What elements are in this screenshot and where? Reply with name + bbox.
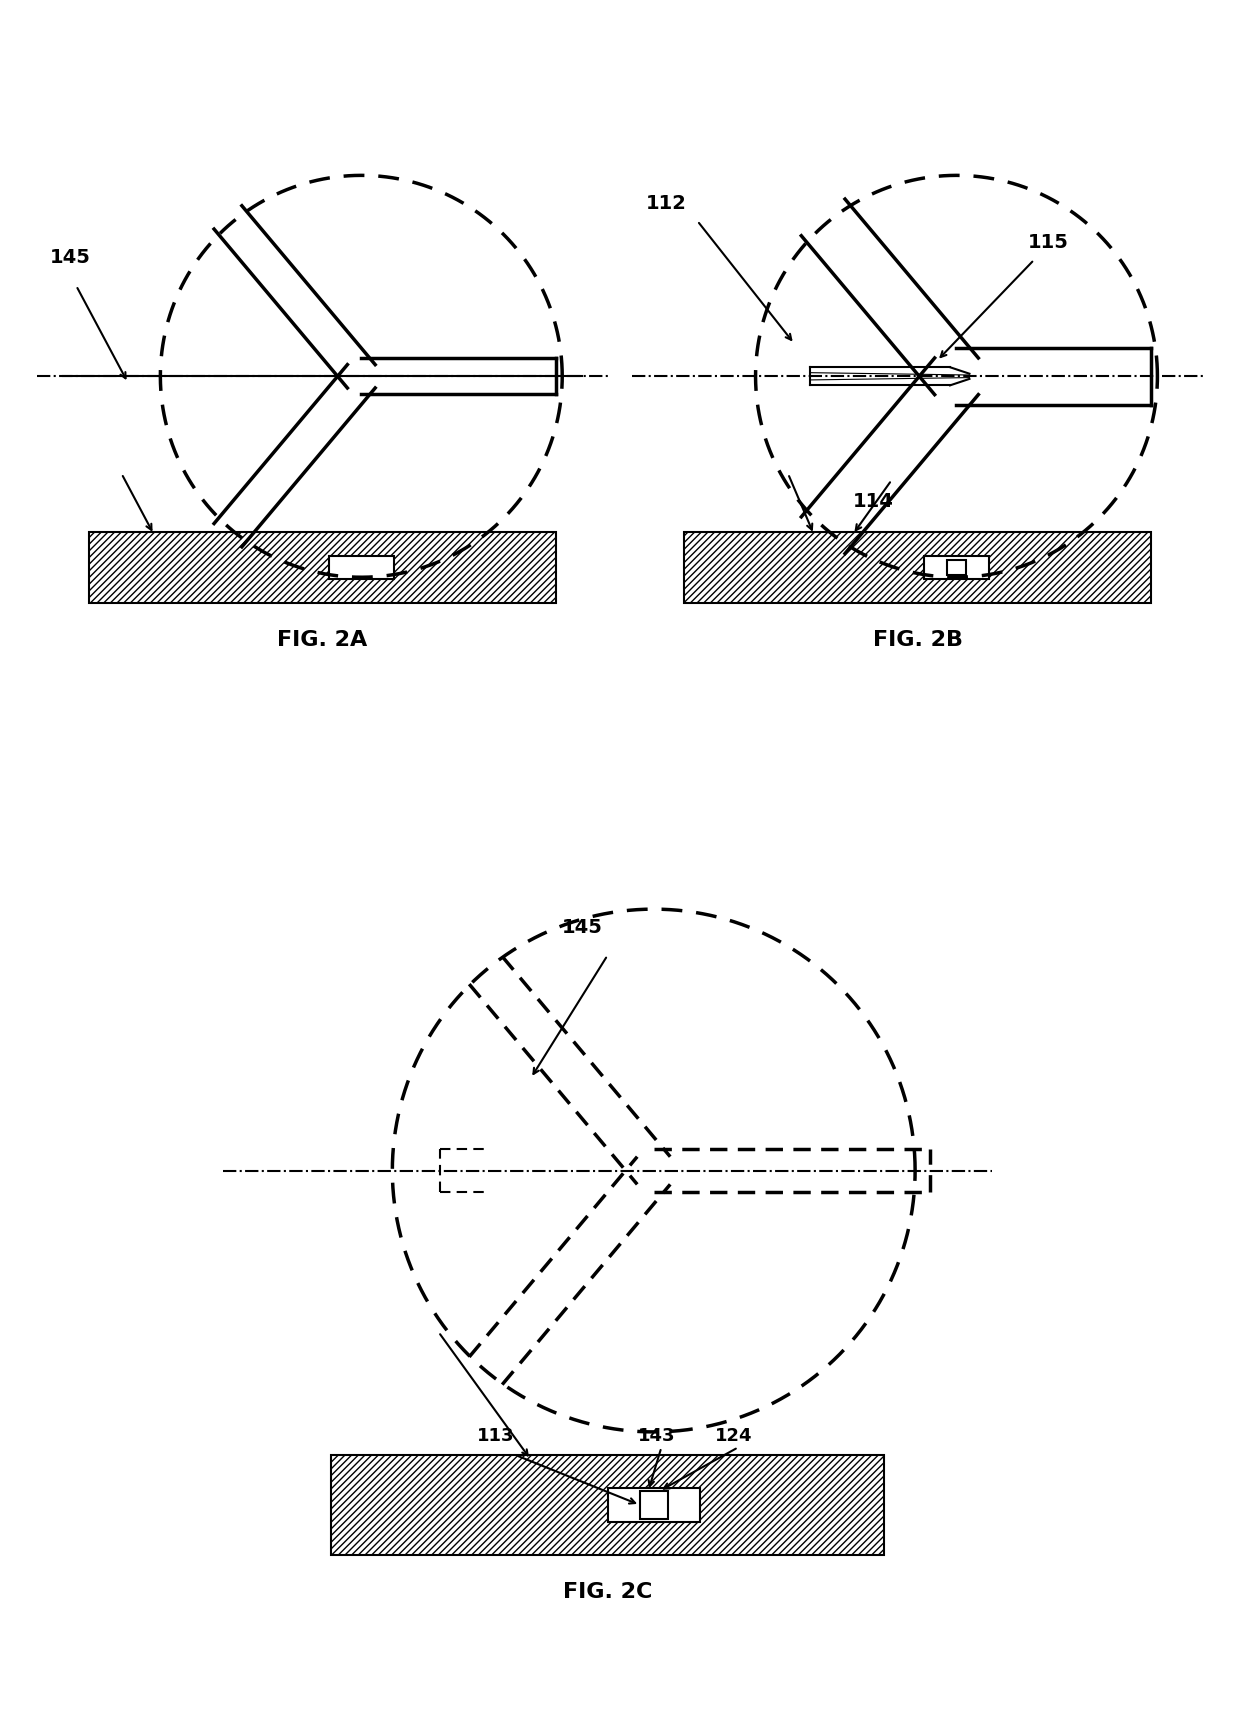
Bar: [924, 557, 988, 579]
Text: 114: 114: [853, 492, 894, 511]
Text: 145: 145: [562, 917, 603, 936]
Text: 145: 145: [50, 249, 91, 267]
Bar: [947, 560, 966, 576]
Bar: [684, 533, 1151, 603]
Text: 115: 115: [1028, 233, 1069, 252]
Bar: [331, 1455, 884, 1555]
Bar: [608, 1488, 699, 1522]
Text: 112: 112: [645, 194, 686, 213]
Text: FIG. 2B: FIG. 2B: [873, 629, 962, 650]
Text: 124: 124: [715, 1426, 753, 1443]
Text: FIG. 2A: FIG. 2A: [278, 629, 367, 650]
Text: 113: 113: [477, 1426, 515, 1443]
Text: FIG. 2C: FIG. 2C: [563, 1580, 652, 1601]
Bar: [329, 557, 394, 579]
Bar: [640, 1491, 667, 1519]
Bar: [89, 533, 556, 603]
Text: 143: 143: [639, 1426, 676, 1443]
